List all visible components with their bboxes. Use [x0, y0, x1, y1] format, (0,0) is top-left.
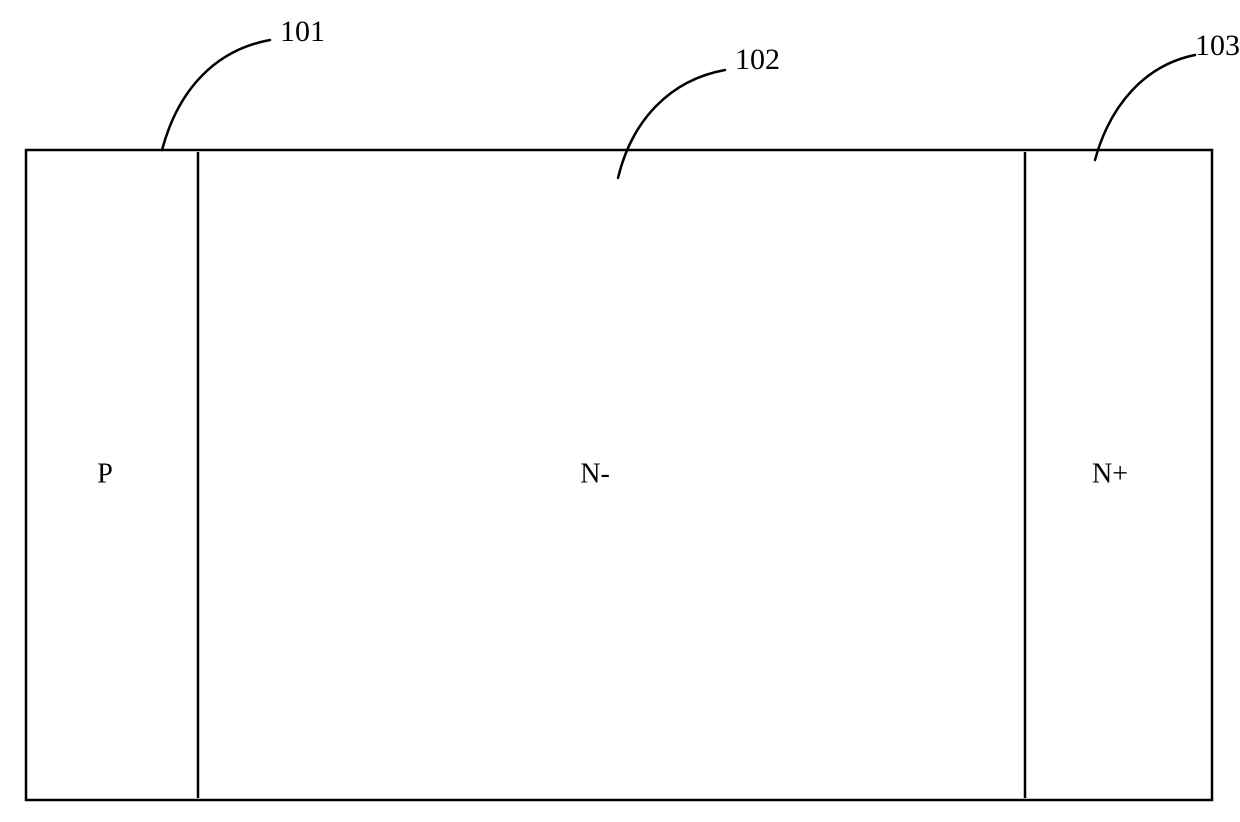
callout-label-103: 103 [1195, 29, 1240, 62]
callout-leader-101 [162, 40, 270, 150]
callout-leader-102 [618, 70, 725, 178]
callout-label-101: 101 [280, 15, 325, 48]
region-label-3: N+ [1092, 458, 1128, 489]
callout-leader-103 [1095, 55, 1195, 160]
callout-label-102: 102 [735, 43, 780, 76]
region-label-2: N- [580, 458, 610, 489]
outer-boundary [26, 150, 1212, 800]
callout-103: 103 [1095, 29, 1240, 160]
region-label-1: P [97, 458, 113, 489]
callout-102: 102 [618, 43, 780, 178]
callout-101: 101 [162, 15, 325, 150]
